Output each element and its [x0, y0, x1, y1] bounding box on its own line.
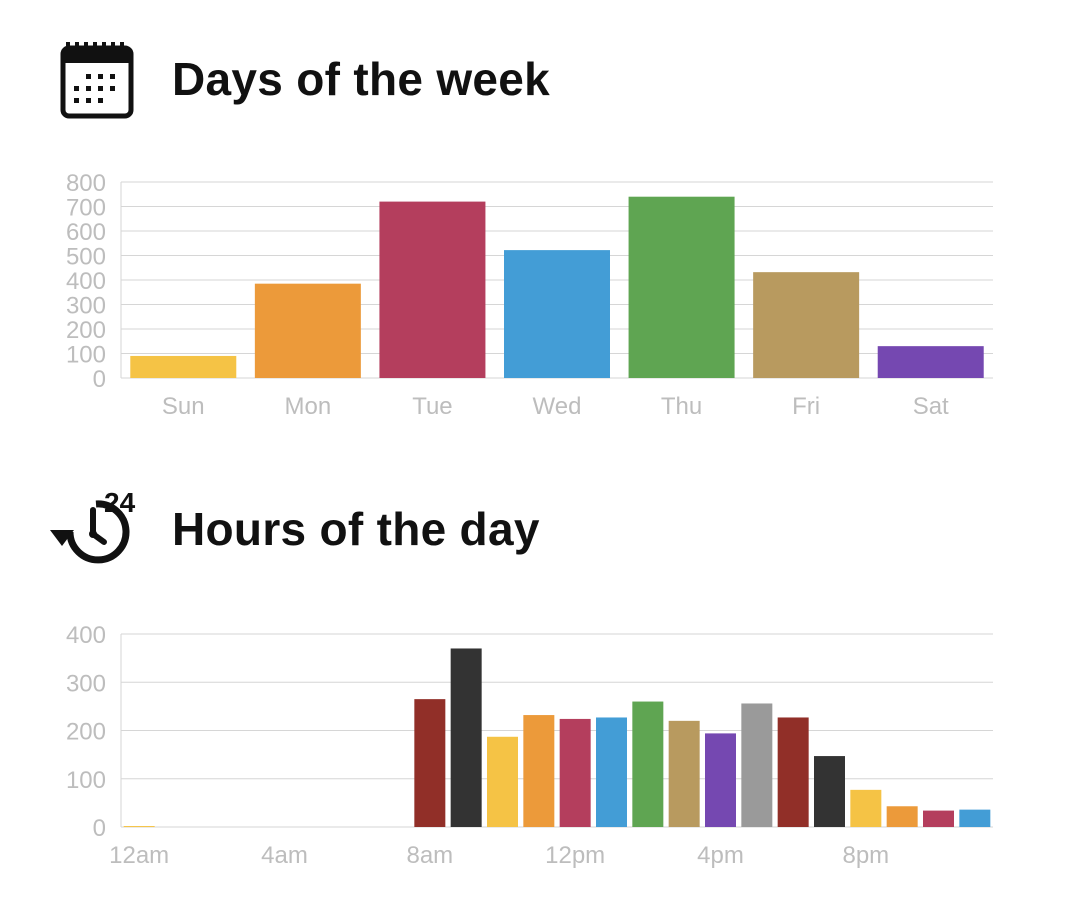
days-x-tick-label: Sat — [913, 393, 949, 420]
hours-bar-10am — [487, 736, 518, 827]
hours-x-tick-label: 12am — [109, 842, 169, 869]
calendar-icon — [60, 42, 134, 119]
hours-bar-12am — [123, 826, 155, 828]
hours-bar-9pm — [886, 806, 918, 827]
hours-bar-3pm — [668, 720, 700, 827]
hours-x-tick-label: 8pm — [842, 842, 889, 869]
days-y-tick-label: 400 — [66, 268, 106, 295]
hours-bar-6pm — [777, 717, 809, 827]
days-x-tick-label: Sun — [162, 393, 205, 420]
days-bar-sat — [877, 346, 984, 378]
hours-bar-9am — [450, 648, 482, 827]
days-y-tick-label: 800 — [66, 170, 106, 197]
hours-bar-chart: 0 100 200 300 400 12am 4am 8am 12pm 4pm 8pm — [66, 622, 993, 869]
hours-bar-8pm — [850, 789, 882, 827]
days-bar-wed — [504, 250, 610, 378]
hours-y-tick-label: 200 — [66, 719, 106, 746]
svg-text:24: 24 — [104, 487, 136, 518]
days-y-tick-label: 100 — [66, 342, 106, 369]
hours-x-tick-label: 8am — [406, 842, 453, 869]
hours-bar-2pm — [632, 701, 664, 827]
days-bar-tue — [379, 201, 486, 378]
days-y-tick-label: 300 — [66, 293, 106, 320]
hours-y-tick-label: 300 — [66, 670, 106, 697]
days-bar-sun — [130, 355, 237, 378]
days-x-tick-label: Fri — [792, 393, 820, 420]
hours-y-tick-label: 400 — [66, 622, 106, 649]
days-section-title: Days of the week — [172, 53, 551, 105]
hours-x-tick-label: 4pm — [697, 842, 744, 869]
hours-bar-12pm — [559, 718, 591, 827]
days-bar-fri — [753, 272, 860, 378]
clock-24-history-icon: 24 — [50, 487, 136, 564]
days-y-tick-label: 500 — [66, 244, 106, 271]
days-x-tick-label: Mon — [285, 393, 332, 420]
hours-x-tick-label: 4am — [261, 842, 308, 869]
days-x-tick-label: Thu — [661, 393, 702, 420]
days-y-tick-label: 0 — [93, 366, 106, 393]
days-x-tick-label: Wed — [533, 393, 582, 420]
days-x-tick-label: Tue — [412, 393, 452, 420]
hours-x-tick-label: 12pm — [545, 842, 605, 869]
hours-bar-10pm — [923, 810, 954, 827]
days-y-tick-label: 200 — [66, 317, 106, 344]
days-y-tick-label: 600 — [66, 219, 106, 246]
days-bar-mon — [254, 283, 361, 378]
days-y-tick-label: 700 — [66, 195, 106, 222]
hours-bar-7pm — [814, 756, 845, 827]
hours-bar-1pm — [596, 717, 627, 827]
hours-bar-11pm — [959, 809, 991, 827]
days-bar-thu — [628, 196, 735, 378]
hours-y-tick-label: 0 — [93, 815, 106, 842]
hours-bar-5pm — [741, 703, 773, 827]
hours-bar-4pm — [705, 733, 736, 827]
hours-bar-11am — [523, 715, 555, 827]
hours-bar-8am — [414, 699, 446, 827]
hours-section-title: Hours of the day — [172, 503, 540, 555]
hours-y-tick-label: 100 — [66, 767, 106, 794]
